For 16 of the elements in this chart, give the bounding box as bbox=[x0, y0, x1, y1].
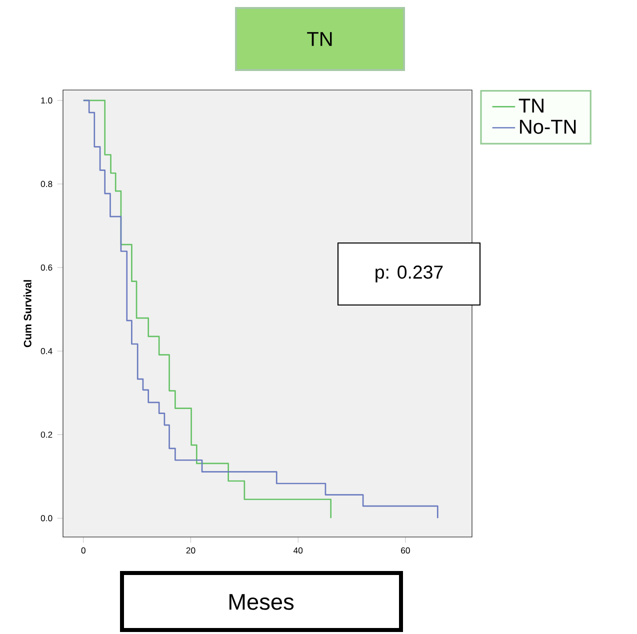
legend-label: No-TN bbox=[520, 120, 576, 134]
y-tick-label: 0.6 bbox=[40, 264, 52, 271]
y-tick-label: 1.0 bbox=[41, 97, 52, 104]
y-tick-label: 0.0 bbox=[40, 515, 52, 522]
x-tick-label: 0 bbox=[81, 547, 86, 554]
chart-title: TN bbox=[307, 32, 332, 46]
y-axis-title: Cum Survival bbox=[24, 280, 32, 348]
annotation: p: 0.237 bbox=[376, 266, 443, 282]
x-tick-label: 20 bbox=[186, 547, 196, 554]
y-tick-label: 0.8 bbox=[40, 180, 52, 188]
y-tick-label: 0.4 bbox=[40, 348, 52, 354]
legend-label: TN bbox=[518, 98, 544, 113]
y-tick-label: 0.2 bbox=[40, 432, 52, 438]
x-axis-title: Meses bbox=[229, 594, 294, 610]
x-tick-label: 40 bbox=[293, 547, 303, 554]
x-tick-label: 60 bbox=[401, 547, 410, 554]
